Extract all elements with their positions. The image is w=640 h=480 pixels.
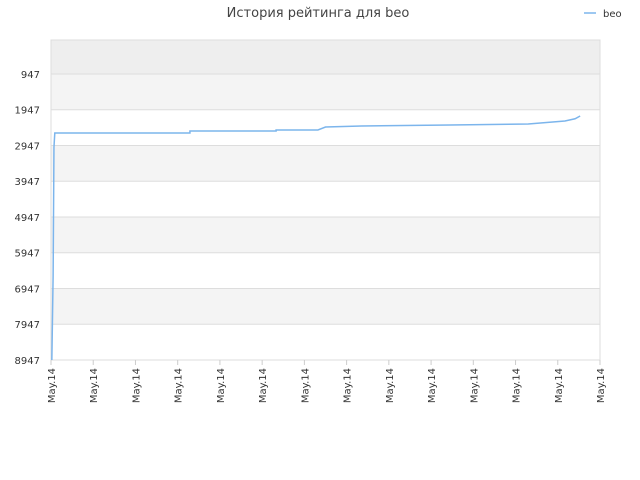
grid-band bbox=[51, 145, 600, 182]
grid-band bbox=[51, 73, 600, 110]
legend-label: beo bbox=[603, 9, 622, 20]
y-tick-label: 2947 bbox=[15, 141, 40, 152]
x-tick-label: May.14 bbox=[343, 368, 354, 403]
grid-band bbox=[51, 324, 600, 360]
x-tick-label: May.14 bbox=[554, 368, 565, 403]
y-tick-label: 3947 bbox=[15, 177, 40, 188]
y-tick-label: 947 bbox=[21, 70, 40, 81]
grid-band bbox=[51, 216, 600, 253]
x-tick-label: May.14 bbox=[512, 368, 523, 403]
y-tick-label: 8947 bbox=[15, 356, 40, 367]
y-tick-label: 7947 bbox=[15, 320, 40, 331]
x-tick-label: May.14 bbox=[596, 368, 607, 403]
x-tick-label: May.14 bbox=[427, 368, 438, 403]
y-tick-label: 1947 bbox=[15, 106, 40, 117]
x-tick-label: May.14 bbox=[216, 368, 227, 403]
y-tick-label: 5947 bbox=[15, 249, 40, 260]
grid-band bbox=[51, 252, 600, 289]
grid-band bbox=[51, 181, 600, 217]
x-tick-label: May.14 bbox=[131, 368, 142, 403]
y-tick-label: 4947 bbox=[15, 213, 40, 224]
x-tick-label: May.14 bbox=[258, 368, 269, 403]
x-tick-label: May.14 bbox=[174, 368, 185, 403]
grid-band bbox=[51, 288, 600, 325]
grid-band bbox=[51, 40, 600, 74]
x-tick-label: May.14 bbox=[47, 368, 58, 403]
y-tick-label: 6947 bbox=[15, 284, 40, 295]
x-tick-label: May.14 bbox=[300, 368, 311, 403]
x-tick-label: May.14 bbox=[385, 368, 396, 403]
x-tick-label: May.14 bbox=[469, 368, 480, 403]
series-line bbox=[51, 115, 581, 361]
x-tick-label: May.14 bbox=[89, 368, 100, 403]
chart-title: История рейтинга для beo bbox=[227, 6, 410, 21]
